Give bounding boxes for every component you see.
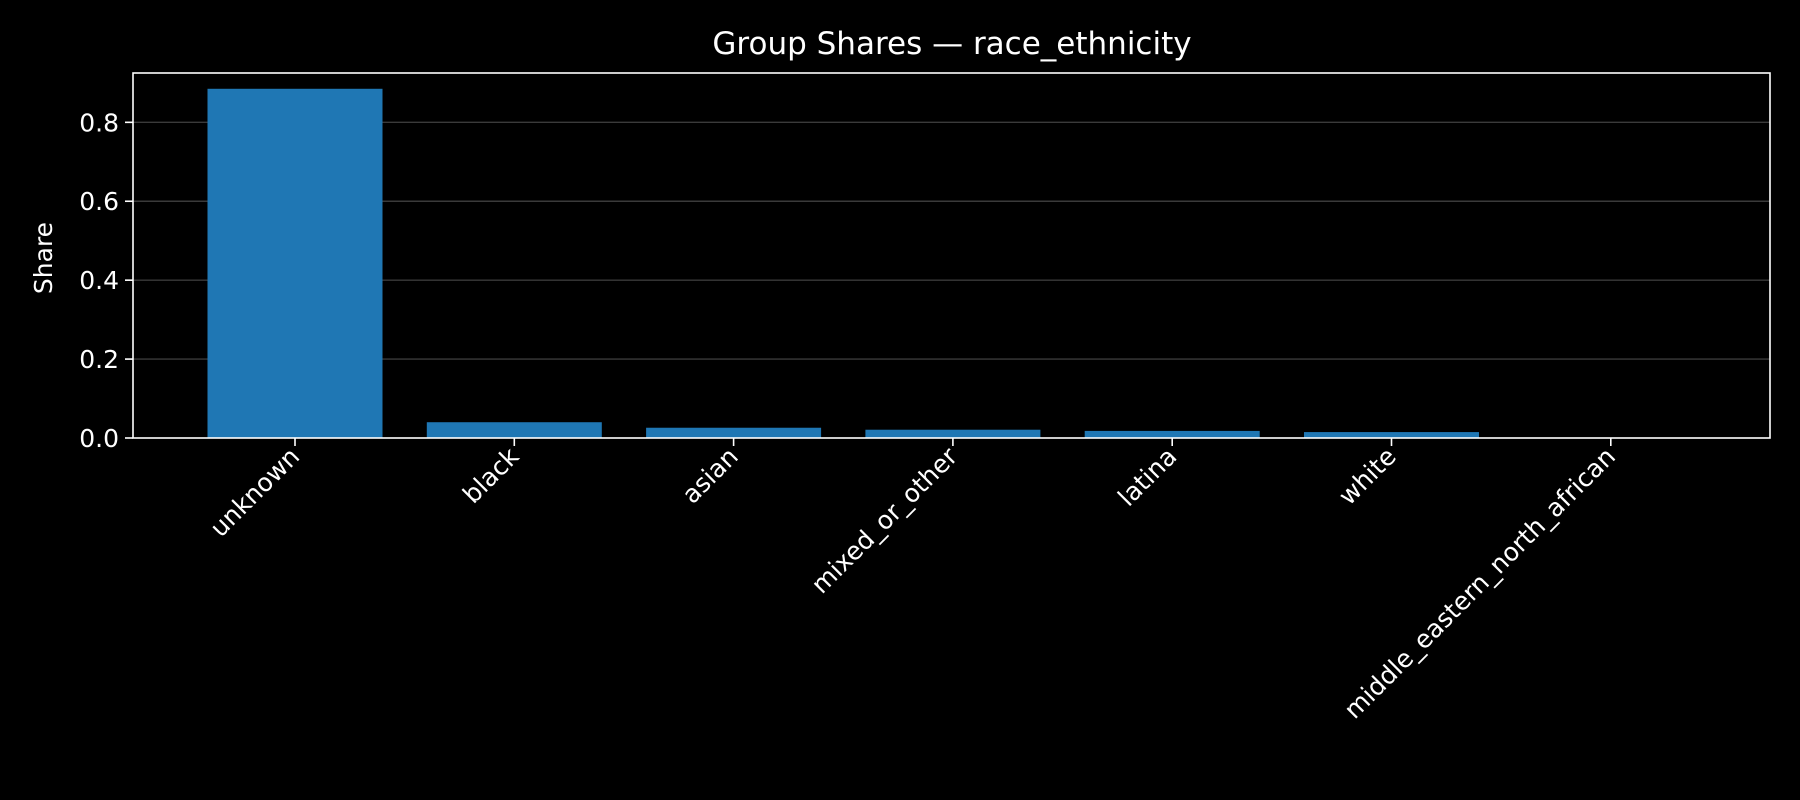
x-tick-label: mixed_or_other xyxy=(806,441,964,599)
x-tick-label: unknown xyxy=(204,442,305,543)
x-tick-label: white xyxy=(1333,442,1402,511)
x-tick-label: black xyxy=(457,441,525,509)
chart-title: Group Shares — race_ethnicity xyxy=(712,26,1191,62)
x-tick-label: middle_eastern_north_african xyxy=(1338,442,1621,725)
y-tick-label: 0.8 xyxy=(79,108,119,137)
y-tick-label: 0.2 xyxy=(79,345,119,374)
y-tick-label: 0.4 xyxy=(79,266,119,295)
grid-lines xyxy=(133,121,1770,360)
y-tick-label: 0.0 xyxy=(79,424,119,453)
bar-unknown xyxy=(207,88,383,438)
y-axis-ticks: 0.0 0.2 0.4 0.6 0.8 xyxy=(79,108,133,453)
x-tick-label: asian xyxy=(676,442,744,510)
plot-frame xyxy=(132,72,1771,439)
bar-series xyxy=(207,88,1479,438)
x-axis-ticks: unknown black asian mixed_or_other latina whi… xyxy=(204,438,1621,724)
bar-black xyxy=(426,422,602,438)
bar-asian xyxy=(646,427,822,438)
bar-mixed-or-other xyxy=(865,429,1041,438)
x-tick-label: latina xyxy=(1112,442,1182,512)
y-axis-label: Share xyxy=(29,222,58,294)
y-tick-label: 0.6 xyxy=(79,187,119,216)
bar-white xyxy=(1304,432,1479,438)
bar-latina xyxy=(1084,430,1260,438)
